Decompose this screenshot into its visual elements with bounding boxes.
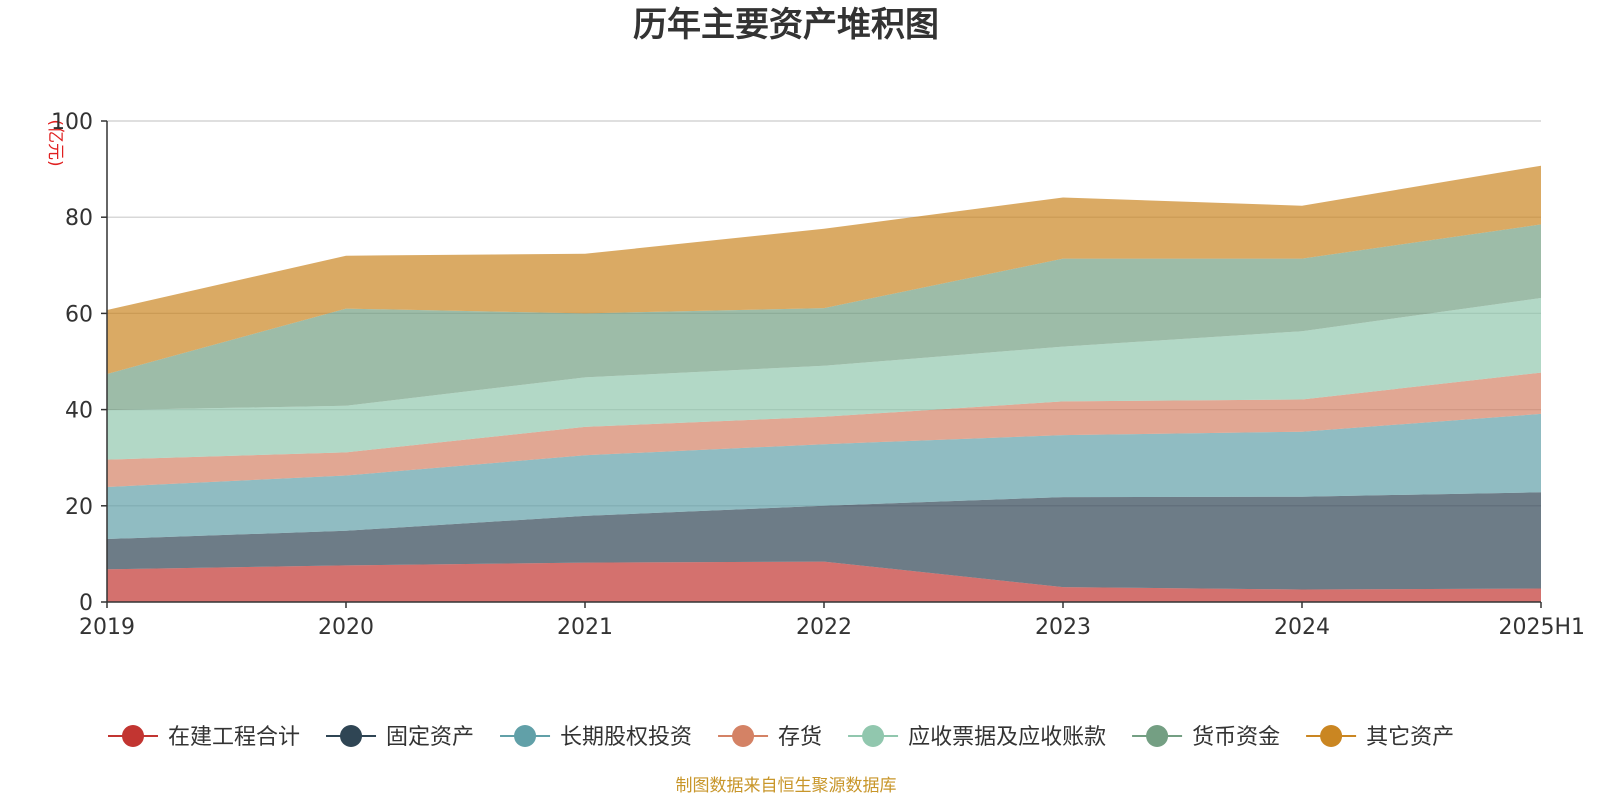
legend-item-5[interactable]: 应收票据及应收账款 bbox=[848, 725, 1106, 750]
axes: 0 20 40 60 80 100 2019 2020 2021 2022 2023 2024 2025… bbox=[51, 110, 1585, 640]
area-series-4 bbox=[107, 372, 1541, 487]
legend-label: 存货 bbox=[778, 725, 822, 750]
legend-marker bbox=[1146, 725, 1169, 747]
data-source-note: 制图数据来自恒生聚源数据库 bbox=[676, 776, 897, 796]
y-tick-label: 100 bbox=[51, 110, 93, 135]
x-tick-label: 2020 bbox=[318, 615, 374, 640]
legend-marker bbox=[732, 725, 755, 747]
legend-item-2[interactable]: 固定资产 bbox=[326, 725, 474, 750]
legend-label: 固定资产 bbox=[386, 725, 474, 750]
legend-item-6[interactable]: 货币资金 bbox=[1132, 725, 1280, 750]
chart-title: 历年主要资产堆积图 bbox=[633, 5, 939, 45]
legend-item-4[interactable]: 存货 bbox=[718, 725, 822, 750]
x-tick-label: 2019 bbox=[79, 615, 135, 640]
legend-marker bbox=[514, 725, 537, 747]
legend-marker bbox=[862, 725, 885, 747]
legend-item-7[interactable]: 其它资产 bbox=[1306, 725, 1454, 750]
area-series-6 bbox=[107, 224, 1541, 411]
legend-item-1[interactable]: 在建工程合计 bbox=[108, 725, 300, 750]
y-tick-label: 60 bbox=[65, 302, 93, 327]
y-tick-label: 80 bbox=[65, 206, 93, 231]
x-tick-label: 2022 bbox=[796, 615, 852, 640]
x-tick-label: 2024 bbox=[1274, 615, 1330, 640]
legend-label: 长期股权投资 bbox=[560, 725, 692, 750]
x-tick-label: 2025H1 bbox=[1498, 615, 1585, 640]
legend-item-3[interactable]: 长期股权投资 bbox=[500, 725, 692, 750]
y-tick-label: 0 bbox=[79, 591, 93, 616]
area-series bbox=[107, 165, 1541, 602]
area-series-2 bbox=[107, 492, 1541, 590]
x-tick-label: 2021 bbox=[557, 615, 613, 640]
x-tick-label: 2023 bbox=[1035, 615, 1091, 640]
legend-label: 货币资金 bbox=[1192, 725, 1280, 750]
legend-label: 在建工程合计 bbox=[168, 725, 300, 750]
y-axis-unit: (亿元) bbox=[45, 119, 65, 166]
legend-marker bbox=[1320, 725, 1343, 747]
area-series-1 bbox=[107, 561, 1541, 602]
y-tick-label: 40 bbox=[65, 399, 93, 424]
area-series-5 bbox=[107, 298, 1541, 460]
area-series-3 bbox=[107, 413, 1541, 539]
legend-label: 应收票据及应收账款 bbox=[908, 725, 1106, 750]
legend-label: 其它资产 bbox=[1366, 725, 1454, 750]
legend-marker bbox=[122, 725, 144, 747]
legend[interactable]: 在建工程合计 固定资产 长期股权投资 存货 应收票据及应收账款 货币资金 其它资产 bbox=[108, 725, 1454, 750]
area-series-7 bbox=[107, 165, 1541, 374]
legend-marker bbox=[340, 725, 363, 747]
y-tick-label: 20 bbox=[65, 495, 93, 520]
